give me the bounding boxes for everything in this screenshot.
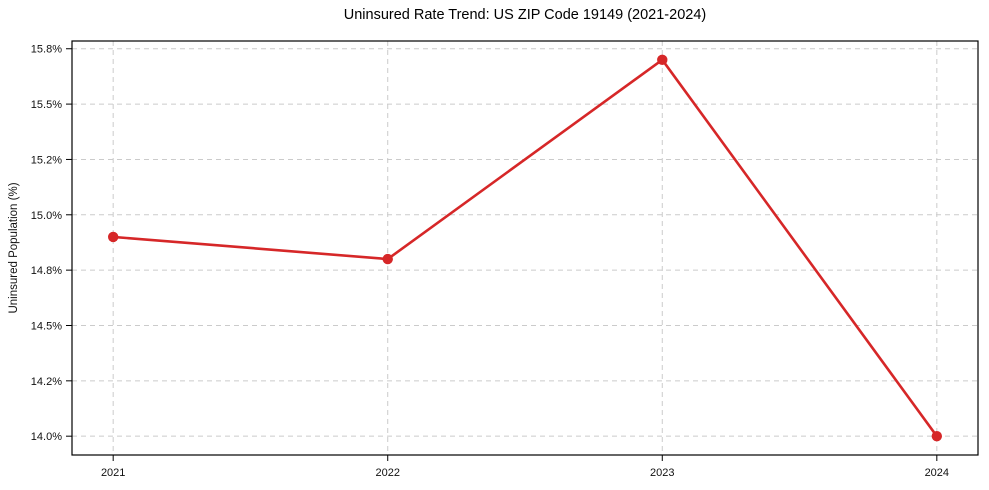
data-point-marker	[931, 430, 943, 442]
y-tick-label: 14.5%	[31, 320, 62, 332]
chart-title: Uninsured Rate Trend: US ZIP Code 19149 …	[343, 7, 707, 23]
x-tick-label: 2023	[650, 467, 674, 479]
x-tick-label: 2024	[925, 467, 949, 479]
y-tick-label: 14.2%	[31, 376, 62, 388]
x-tick-label: 2022	[375, 467, 399, 479]
y-tick-label: 15.5%	[31, 99, 62, 111]
y-tick-label: 15.0%	[31, 210, 62, 222]
y-tick-label: 14.0%	[31, 431, 62, 443]
data-point-marker	[657, 54, 668, 66]
data-point-marker	[107, 231, 119, 243]
axes-spines	[71, 40, 979, 456]
y-tick-label: 15.2%	[31, 154, 62, 166]
trend-line	[111, 58, 939, 438]
y-tick-label: 14.8%	[31, 265, 62, 277]
data-point-marker	[382, 253, 393, 265]
x-tick-label: 2021	[101, 467, 125, 479]
y-tick-label: 15.8%	[31, 44, 62, 56]
